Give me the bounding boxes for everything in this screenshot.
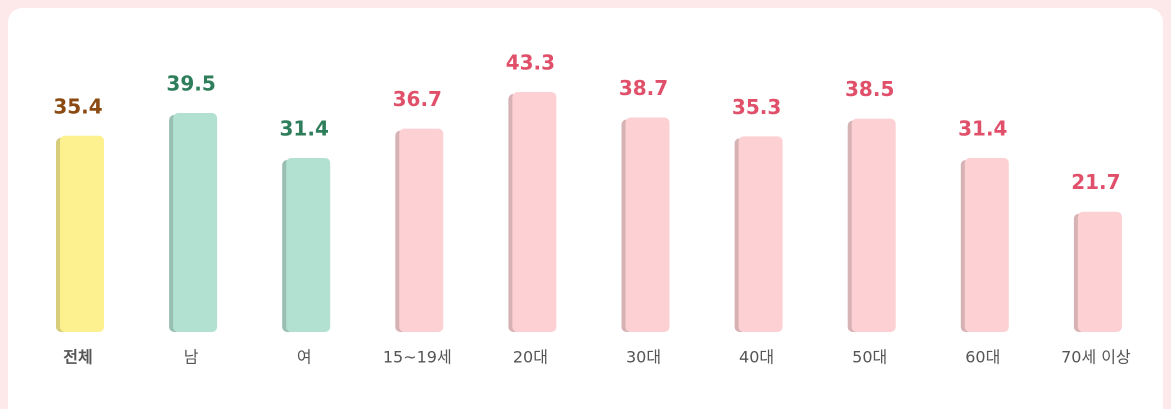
bar — [173, 113, 218, 333]
bar — [1077, 211, 1122, 332]
bar — [625, 117, 670, 332]
value-label: 38.5 — [845, 77, 894, 101]
category-label: 60대 — [965, 348, 1000, 367]
bar — [964, 157, 1009, 332]
bar — [512, 92, 557, 332]
category-label: 20대 — [513, 348, 548, 367]
category-label: 70세 이상 — [1061, 348, 1131, 367]
value-label: 21.7 — [1071, 170, 1120, 194]
bar — [851, 118, 896, 333]
category-label: 30대 — [626, 348, 661, 367]
category-label: 40대 — [739, 348, 774, 367]
value-label: 35.4 — [53, 94, 102, 118]
bar — [286, 157, 331, 332]
value-label: 35.3 — [732, 95, 781, 119]
category-label: 전체 — [63, 348, 92, 367]
category-label: 여 — [297, 348, 312, 367]
category-label: 15~19세 — [383, 348, 452, 367]
bar — [738, 136, 783, 332]
bar — [399, 128, 444, 332]
category-label: 남 — [184, 348, 199, 367]
category-label: 50대 — [852, 348, 887, 367]
value-label: 39.5 — [166, 72, 215, 96]
bar — [60, 135, 104, 332]
value-label: 31.4 — [280, 116, 329, 140]
value-label: 36.7 — [393, 87, 442, 111]
value-label: 38.7 — [619, 76, 668, 100]
value-label: 31.4 — [958, 116, 1007, 140]
value-label: 43.3 — [506, 51, 555, 75]
